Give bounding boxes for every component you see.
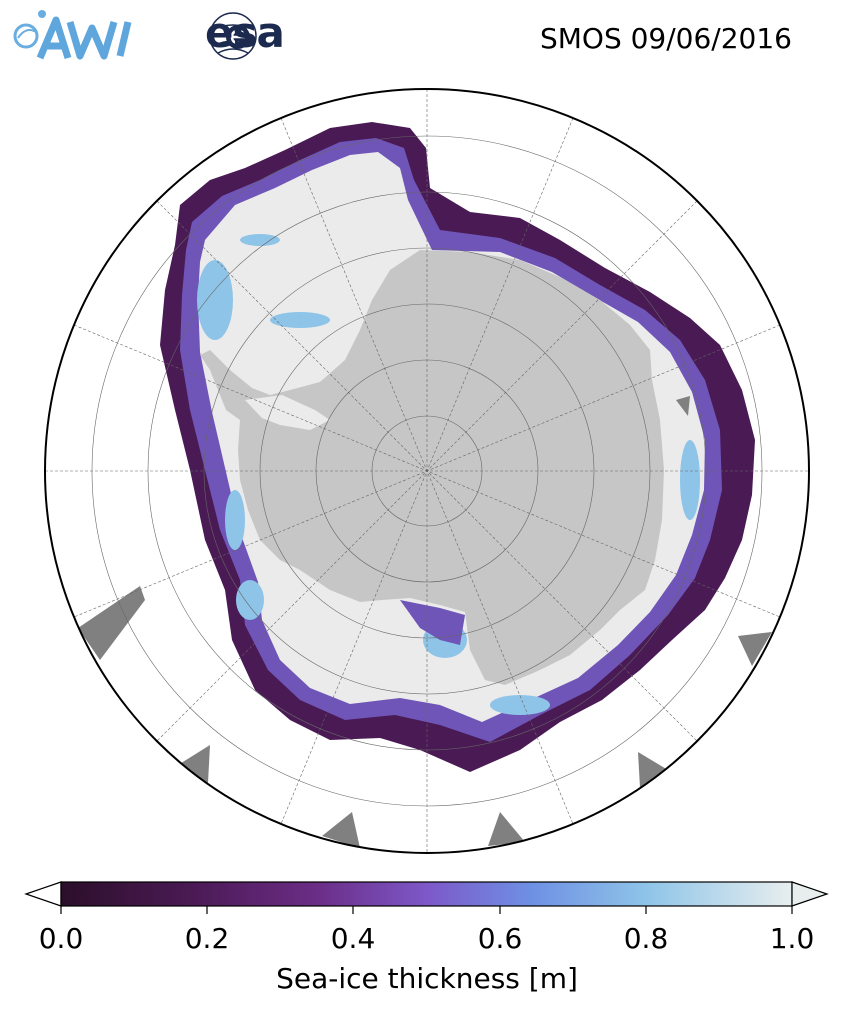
esa-globe-icon [209, 12, 257, 60]
colorbar-tick-label: 1.0 [769, 922, 815, 955]
esa-logo-text: esa [205, 8, 285, 57]
colorbar-tick-label: 0.0 [38, 922, 84, 955]
map-boundary [44, 88, 810, 854]
colorbar-gradient [60, 881, 793, 907]
colorbar-tick-label: 0.8 [623, 922, 669, 955]
map-title: SMOS 09/06/2016 [539, 22, 792, 55]
antarctica-land [200, 250, 664, 685]
missing-data-regions [78, 396, 772, 848]
ross-ice-shelf-notch [245, 395, 330, 430]
colorbar [24, 881, 829, 914]
colorbar-extend-high [791, 881, 829, 907]
colorbar-extend-low [24, 881, 62, 907]
meridian-lines [45, 89, 809, 853]
header: esa SMOS 09/06/2016 [0, 0, 854, 80]
antarctic-sea-ice-map [44, 88, 810, 854]
weddell-sea-notch [400, 600, 465, 645]
awi-logo-icon [13, 10, 132, 60]
colorbar-tick-marks [60, 906, 793, 914]
colorbar-tick-label: 0.6 [477, 922, 523, 955]
colorbar-label: Sea-ice thickness [m] [276, 962, 578, 995]
colorbar-tick-label: 0.4 [330, 922, 376, 955]
colorbar-tick-label: 0.2 [184, 922, 230, 955]
